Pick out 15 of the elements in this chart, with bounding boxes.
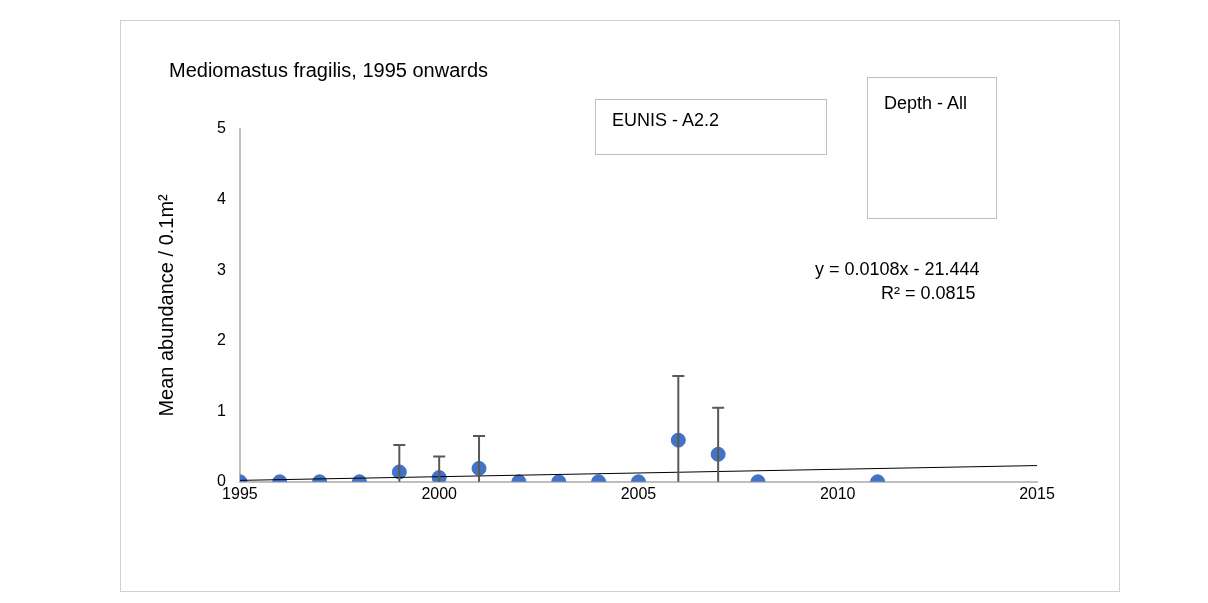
x-tick-label: 2010 (819, 484, 856, 502)
text: Depth - All (867, 77, 997, 219)
y-axis-title: Mean abundance / 0.1m² (154, 193, 177, 417)
x-tick-label: 2015 (1019, 484, 1055, 502)
annotation: y = 0.0108x - 21.444 (815, 259, 980, 280)
y-tick-label: 1 (216, 401, 226, 419)
x-tick-label: 2000 (421, 484, 458, 502)
annotation: EUNIS - A2.2 (595, 99, 827, 155)
x-tick-label: 2005 (620, 484, 657, 502)
y-tick-label: 5 (216, 119, 226, 137)
annotation: R² = 0.0815 (881, 283, 976, 304)
y-tick-label: 2 (216, 331, 226, 349)
chart-title: Mediomastus fragilis, 1995 onwards (169, 59, 489, 82)
y-tick-label: 4 (216, 189, 226, 207)
y-tick-label: 3 (216, 260, 226, 278)
